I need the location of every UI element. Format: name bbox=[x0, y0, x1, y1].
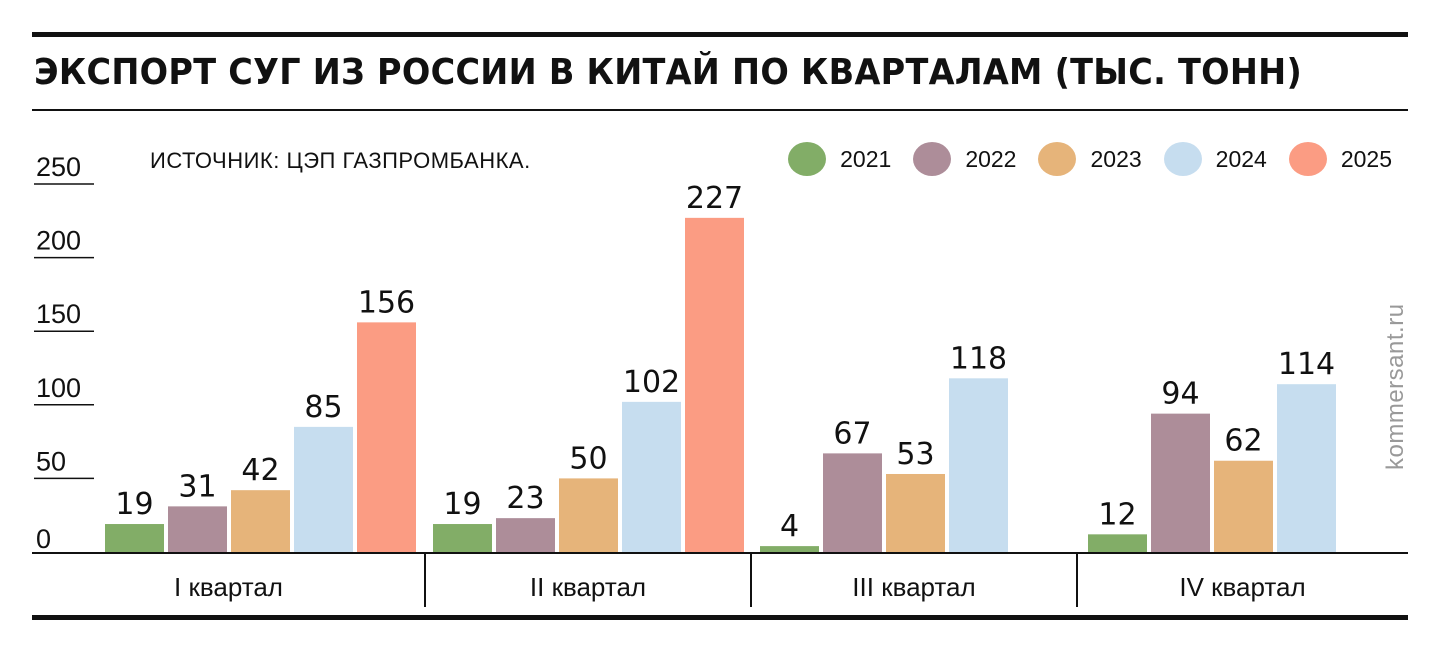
bar-value-label: 53 bbox=[896, 437, 934, 472]
bar-2022-4 bbox=[1151, 413, 1210, 552]
bar-2024-3 bbox=[949, 378, 1008, 552]
bar-value-label: 67 bbox=[833, 416, 871, 451]
legend-item-2021: 2021 bbox=[788, 142, 891, 176]
bar-2021-1 bbox=[105, 524, 164, 552]
bar-value-label: 102 bbox=[623, 365, 680, 400]
title-divider bbox=[32, 109, 1408, 111]
legend-swatch bbox=[1038, 142, 1077, 176]
legend-label: 2022 bbox=[965, 145, 1017, 172]
y-tick-label: 50 bbox=[36, 446, 66, 476]
legend-swatch bbox=[1163, 142, 1202, 176]
bar-2021-3 bbox=[760, 546, 819, 552]
bar-value-label: 118 bbox=[950, 341, 1007, 376]
bar-2023-4 bbox=[1214, 460, 1273, 552]
legend-swatch bbox=[788, 142, 827, 176]
legend-item-2024: 2024 bbox=[1163, 142, 1267, 176]
bar-value-label: 85 bbox=[304, 390, 342, 425]
category-label: IV квартал bbox=[1179, 572, 1305, 602]
bar-2025-2 bbox=[685, 217, 744, 552]
bar-value-label: 4 bbox=[780, 509, 799, 544]
bar-2022-2 bbox=[496, 518, 555, 552]
source-note: ИСТОЧНИК: ЦЭП ГАЗПРОМБАНКА. bbox=[150, 148, 531, 173]
bar-value-label: 94 bbox=[1161, 377, 1199, 412]
category-label: I квартал bbox=[174, 572, 283, 602]
legend-label: 2025 bbox=[1340, 145, 1392, 172]
bar-2022-3 bbox=[823, 453, 882, 552]
y-tick-label: 100 bbox=[36, 373, 81, 403]
y-tick-label: 200 bbox=[36, 226, 81, 256]
category-label: III квартал bbox=[852, 572, 975, 602]
bar-2021-4 bbox=[1088, 534, 1147, 552]
bar-2021-2 bbox=[433, 524, 492, 552]
y-tick-label: 150 bbox=[36, 299, 81, 329]
bar-value-label: 42 bbox=[241, 453, 279, 488]
bar-2025-1 bbox=[357, 322, 416, 552]
bar-2023-1 bbox=[231, 490, 290, 552]
bar-2024-4 bbox=[1277, 384, 1336, 552]
bar-2022-1 bbox=[168, 506, 227, 552]
y-tick-label: 250 bbox=[36, 152, 81, 182]
bottom-rule bbox=[32, 615, 1408, 620]
bar-value-label: 12 bbox=[1098, 497, 1136, 532]
y-tick-label: 0 bbox=[36, 524, 51, 554]
legend-item-2025: 2025 bbox=[1288, 142, 1392, 176]
legend: 2021 2022 2023 2024 2025 bbox=[766, 142, 1392, 176]
bar-value-label: 114 bbox=[1278, 347, 1335, 382]
legend-item-2023: 2023 bbox=[1038, 142, 1142, 176]
bar-value-label: 156 bbox=[358, 285, 415, 320]
bar-2024-2 bbox=[622, 401, 681, 552]
legend-swatch bbox=[913, 142, 952, 176]
legend-label: 2023 bbox=[1090, 145, 1142, 172]
bar-2023-3 bbox=[886, 473, 945, 552]
bar-value-label: 50 bbox=[569, 441, 607, 476]
legend-label: 2021 bbox=[840, 145, 892, 172]
top-rule bbox=[32, 32, 1408, 37]
bar-value-label: 19 bbox=[115, 487, 153, 522]
category-label: II квартал bbox=[530, 572, 646, 602]
bar-value-label: 23 bbox=[506, 481, 544, 516]
legend-item-2022: 2022 bbox=[913, 142, 1016, 176]
bar-2024-1 bbox=[294, 426, 353, 552]
bar-value-label: 227 bbox=[686, 181, 743, 216]
chart-title: ЭКСПОРТ СУГ ИЗ РОССИИ В КИТАЙ ПО КВАРТАЛ… bbox=[34, 52, 1303, 93]
bar-value-label: 62 bbox=[1224, 424, 1262, 459]
legend-label: 2024 bbox=[1215, 145, 1267, 172]
bar-2023-2 bbox=[559, 478, 618, 552]
bar-value-label: 31 bbox=[178, 469, 216, 504]
bar-value-label: 19 bbox=[443, 487, 481, 522]
legend-swatch bbox=[1288, 142, 1327, 176]
